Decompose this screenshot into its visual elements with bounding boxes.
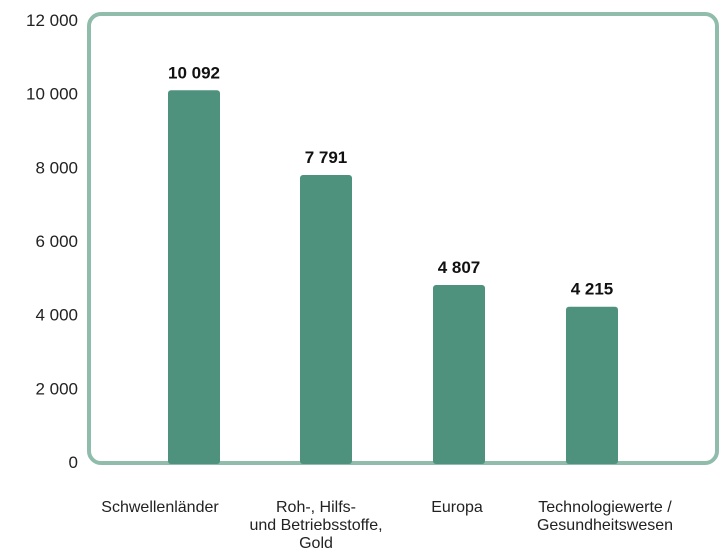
- y-tick-label: 12 000: [26, 11, 78, 30]
- x-tick-label: Roh-, Hilfs-und Betriebsstoffe, Gold: [249, 499, 382, 552]
- plot-frame: [87, 12, 719, 465]
- bar: [168, 90, 220, 464]
- bar: [433, 284, 485, 464]
- x-tick-label-line: und Betriebsstoffe,: [249, 517, 382, 534]
- y-tick-label: 0: [69, 453, 78, 472]
- data-label: 10 092: [168, 63, 220, 82]
- x-tick-label-line: Europa: [431, 499, 483, 516]
- x-tick-label: Technologiewerte / Gesundheitswesen: [537, 499, 673, 534]
- x-tick-label-line: Schwellenländer: [101, 499, 219, 516]
- y-axis-ticks: 0 2 000 4 000 6 000 8 000 10 000 12 000: [26, 11, 78, 472]
- y-tick-label: 6 000: [35, 232, 78, 251]
- bars: [168, 90, 618, 464]
- y-tick-label: 10 000: [26, 85, 78, 104]
- category-labels: Schwellenländer Roh-, Hilfs-und Betriebss…: [101, 499, 673, 552]
- x-tick-label-line: Roh-, Hilfs-: [276, 499, 356, 516]
- data-label: 4 807: [438, 258, 481, 277]
- x-tick-label: Europa: [431, 499, 483, 516]
- y-tick-label: 4 000: [35, 306, 78, 325]
- y-tick-label: 2 000: [35, 379, 78, 398]
- x-tick-label-line: Gold: [299, 535, 333, 552]
- data-label: 7 791: [305, 148, 348, 167]
- x-tick-label-line: Gesundheitswesen: [537, 517, 673, 534]
- bar: [300, 175, 352, 464]
- y-tick-label: 8 000: [35, 158, 78, 177]
- x-tick-label: Schwellenländer: [101, 499, 219, 516]
- x-tick-label-line: Technologiewerte /: [538, 499, 672, 516]
- bar: [566, 306, 618, 464]
- data-label: 4 215: [571, 280, 614, 299]
- value-labels: 10 092 7 791 4 807 4 215: [168, 63, 613, 298]
